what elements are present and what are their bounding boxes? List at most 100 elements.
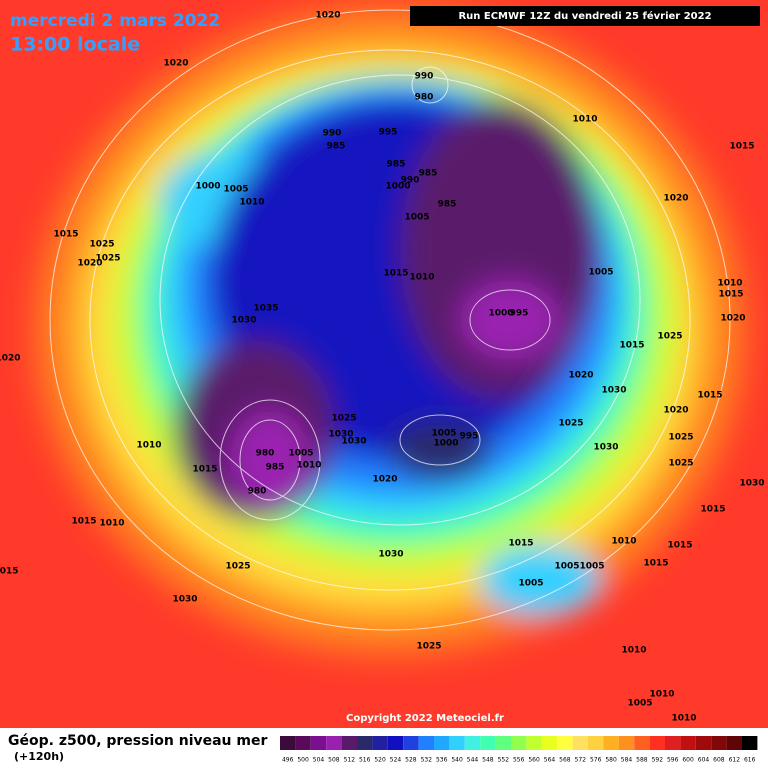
scale-label: 500 xyxy=(297,757,309,764)
scale-label: 600 xyxy=(682,757,694,764)
isobar-label: 980 xyxy=(248,487,267,497)
color-scale: 496 500 504 508 512 516 520 524 528 532 536 540 544 5… xyxy=(280,736,758,764)
color-swatch xyxy=(326,736,342,750)
isobar-label: 985 xyxy=(266,463,285,473)
isobar-label: 985 xyxy=(438,200,457,210)
scale-label: 544 xyxy=(467,757,479,764)
isobar-label: 1010 xyxy=(239,198,264,208)
isobar-label: 1010 xyxy=(99,519,124,529)
color-swatch xyxy=(665,736,681,750)
isobar-label: 1020 xyxy=(315,11,340,21)
isobar-label: 1005 xyxy=(404,213,429,223)
isobar-label: 1030 xyxy=(341,437,366,447)
isobar-label: 1010 xyxy=(671,714,696,724)
isobar-label: 1020 xyxy=(663,194,688,204)
isobar-label: 1010 xyxy=(649,690,674,700)
color-swatch xyxy=(387,736,404,750)
isobar-label: 985 xyxy=(387,160,406,170)
color-swatch xyxy=(403,736,419,750)
isobar-label: 1010 xyxy=(621,646,646,656)
isobar-label: 1025 xyxy=(95,254,120,264)
color-swatch xyxy=(634,736,650,750)
color-swatch xyxy=(557,736,573,750)
isobar-label: 1010 xyxy=(409,273,434,283)
copyright: Copyright 2022 Meteociel.fr xyxy=(346,713,504,724)
color-swatch xyxy=(695,736,712,750)
isobar-label: 1030 xyxy=(172,595,197,605)
isobar-label: 1030 xyxy=(739,479,764,489)
color-swatch xyxy=(572,736,588,750)
isobar-label: 1025 xyxy=(89,240,114,250)
isobar-label: 1015 xyxy=(729,142,754,152)
isobar-label: 1015 xyxy=(700,505,725,515)
color-swatch xyxy=(464,736,481,750)
run-info: Run ECMWF 12Z du vendredi 25 février 202… xyxy=(458,10,711,22)
isobar-label: 1030 xyxy=(231,316,256,326)
color-swatch xyxy=(449,736,465,750)
scale-label: 496 xyxy=(282,757,294,764)
color-swatch xyxy=(434,736,450,750)
isobar-label: 995 xyxy=(379,128,398,138)
isobar-label: 1020 xyxy=(0,354,21,364)
isobar-label: 1015 xyxy=(697,391,722,401)
isobar-label: 1010 xyxy=(572,115,597,125)
isobar-label: 990 xyxy=(415,72,434,82)
isobar-label: 1025 xyxy=(416,642,441,652)
color-swatch xyxy=(418,736,434,750)
color-swatch xyxy=(541,736,558,750)
isobar-label: 1005 xyxy=(431,429,456,439)
isobar-label: 1035 xyxy=(253,304,278,314)
isobar-label: 1010 xyxy=(611,537,636,547)
isobar-label: 1015 xyxy=(718,290,743,300)
scale-label: 576 xyxy=(590,757,602,764)
scale-label: 596 xyxy=(667,757,679,764)
isobar-label: 1025 xyxy=(558,419,583,429)
color-swatch xyxy=(526,736,542,750)
color-swatch xyxy=(341,736,357,750)
scale-label: 580 xyxy=(605,757,617,764)
scale-label: 568 xyxy=(559,757,571,764)
isobar-label: 1000 xyxy=(385,182,410,192)
scale-label: 604 xyxy=(698,757,710,764)
scale-label: 548 xyxy=(482,757,494,764)
scale-label: 520 xyxy=(374,757,386,764)
scale-label: 556 xyxy=(513,757,525,764)
scale-label: 516 xyxy=(359,757,371,764)
time-title: 13:00 locale xyxy=(10,34,140,56)
color-swatch xyxy=(280,736,296,750)
isobar-label: 1025 xyxy=(657,332,682,342)
isobar-label: 985 xyxy=(419,169,438,179)
isobar-label: 990 xyxy=(401,176,420,186)
isobar-label: 980 xyxy=(256,449,275,459)
isobar-label: 1005 xyxy=(223,185,248,195)
scale-label: 552 xyxy=(498,757,510,764)
color-swatch xyxy=(603,736,619,750)
color-swatch xyxy=(649,736,665,750)
isobar-label: 1015 xyxy=(619,341,644,351)
date-title: mercredi 2 mars 2022 xyxy=(10,11,220,31)
scale-label: 532 xyxy=(421,757,433,764)
scale-label: 504 xyxy=(313,757,325,764)
isobar-label: 1020 xyxy=(720,314,745,324)
isobar-label: 1025 xyxy=(668,459,693,469)
isobar-label: 980 xyxy=(415,93,434,103)
scale-label: 540 xyxy=(451,757,463,764)
isobar-label: 1020 xyxy=(568,371,593,381)
isobar-label: 1005 xyxy=(627,699,652,709)
isobar-label: 1030 xyxy=(328,430,353,440)
isobar-label: 990 xyxy=(323,129,342,139)
legend-subtitle: (+120h) xyxy=(14,750,64,763)
scale-label: 588 xyxy=(636,757,648,764)
isobar-label: 995 xyxy=(460,432,479,442)
isobar-label: 1005 xyxy=(579,562,604,572)
color-swatch xyxy=(310,736,327,750)
color-swatch xyxy=(726,736,742,750)
color-swatch xyxy=(588,736,604,750)
isobar-label: 1030 xyxy=(601,386,626,396)
color-swatch xyxy=(357,736,373,750)
isobar-label: 1015 xyxy=(643,559,668,569)
isobar-label: 1025 xyxy=(225,562,250,572)
isobar-label: 1030 xyxy=(378,550,403,560)
scale-label: 584 xyxy=(621,757,633,764)
